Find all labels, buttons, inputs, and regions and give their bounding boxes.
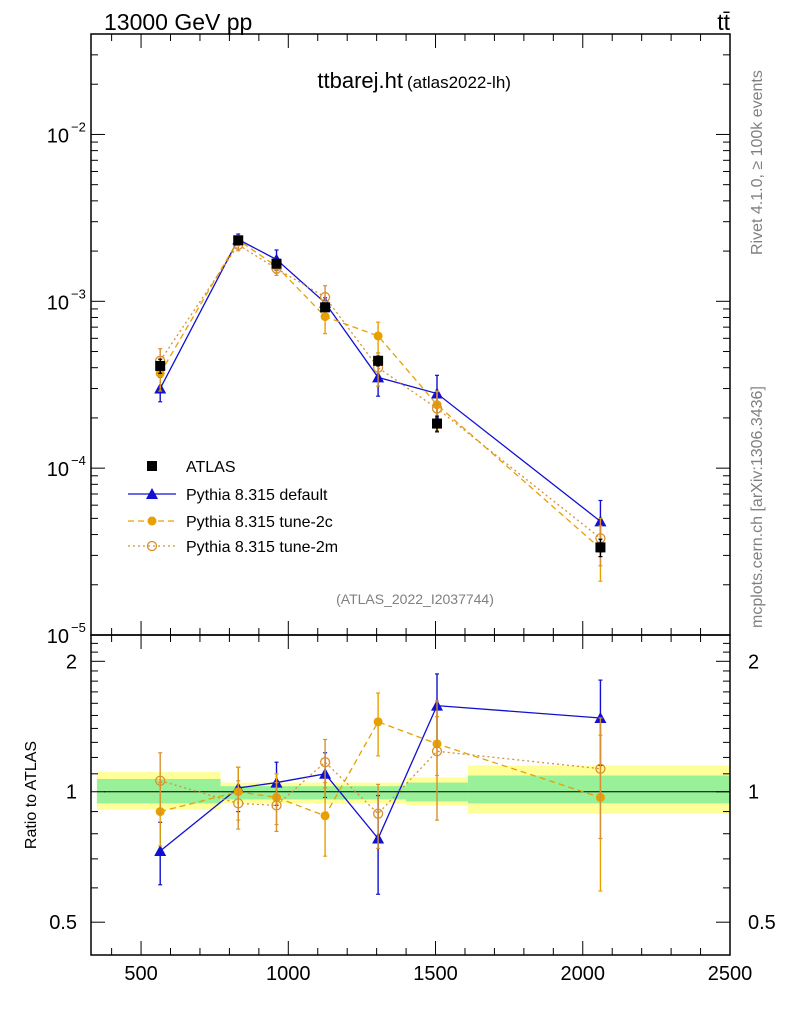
main-axis-ticks [91,33,731,636]
data-point-marker [233,235,244,246]
data-point-marker [595,763,606,774]
data-point-marker [146,540,158,552]
y-tick-label: 10 [47,125,69,147]
data-point-marker [155,775,166,786]
header-process: 13000 GeV pp [104,9,252,35]
data-point-marker [320,302,331,313]
x-tick-label: 2500 [708,963,753,985]
data-point-marker [595,542,606,553]
legend: ATLAS Pythia 8.315 default Pythia 8.315 tu… [128,459,338,556]
ratio-frame [90,634,731,956]
data-point-marker [320,312,330,322]
legend-label: Pythia 8.315 tune-2c [186,514,333,531]
x-tick-label: 1500 [413,963,458,985]
data-point-marker [155,360,166,371]
x-tick-label: 1000 [266,963,311,985]
mcplots-label: mcplots.cern.ch [arXiv:1306.3436] [749,386,766,628]
main-panel: 10−210−310−410−5 ttbarej.ht (atlas2022-l… [47,33,731,648]
data-point-marker [431,403,443,414]
rivet-version-label: Rivet 4.1.0, ≥ 100k events [749,70,766,255]
x-tick-labels: 500 1000 1500 2000 2500 [124,963,752,985]
data-point-marker [373,355,384,366]
y-tick-exponent: −5 [71,620,86,635]
ratio-uncertainty-bands [96,765,730,814]
data-point-marker [432,418,443,429]
data-point-marker [147,461,157,471]
y-tick-exponent: −3 [71,286,86,301]
plot-title: ttbarej.ht [317,68,403,93]
main-y-tick-labels: 10−210−310−410−5 [47,119,86,648]
ratio-series [154,673,607,895]
legend-label: Pythia 8.315 tune-2m [186,539,338,556]
ratio-y-axis-label: Ratio to ATLAS [23,741,40,849]
legend-label: Pythia 8.315 default [186,487,328,504]
ratio-y-tick-labels: 2 2 1 1 0.5 0.5 [49,651,776,934]
data-point-marker [147,516,157,526]
y-tick-exponent: −4 [71,453,86,468]
ratio-y-tick-label: 0.5 [49,912,77,934]
main-series [154,233,607,582]
plot-subtitle: (atlas2022-lh) [407,73,511,92]
y-tick-label: 10 [47,292,69,314]
data-point-marker [372,808,384,819]
ratio-y-tick-label: 1 [66,782,77,804]
series-pythia-8-315-tune-2m [155,700,606,850]
header-final-state: tt̄ [717,9,730,35]
data-point-marker [373,331,383,341]
data-point-marker [319,757,331,768]
data-point-marker [373,717,383,727]
data-point-marker [146,488,158,499]
x-tick-label: 2000 [561,963,606,985]
band-inner [220,786,407,800]
legend-label: ATLAS [186,459,236,476]
data-point-marker [431,746,443,757]
y-tick-exponent: −2 [71,119,86,134]
y-tick-label: 10 [47,626,69,648]
ratio-y-tick-label: 2 [66,651,77,673]
x-tick-label: 500 [124,963,157,985]
series-atlas [155,235,606,558]
ratio-y-tick-label-right: 2 [748,651,759,673]
data-point-marker [154,844,167,856]
data-point-marker [271,258,282,269]
ratio-axis-ticks [91,634,731,955]
ratio-y-tick-label-right: 1 [748,782,759,804]
ratio-y-tick-label-right: 0.5 [748,912,776,934]
ratio-panel: 2 2 1 1 0.5 0.5 500 1000 1500 2000 2500 Ratio to … [23,634,776,985]
data-point-marker [320,811,330,821]
data-point-marker [319,291,331,303]
data-point-marker [271,800,282,811]
y-tick-label: 10 [47,459,69,481]
analysis-watermark: (ATLAS_2022_I2037744) [336,591,494,607]
data-point-marker [233,798,244,809]
